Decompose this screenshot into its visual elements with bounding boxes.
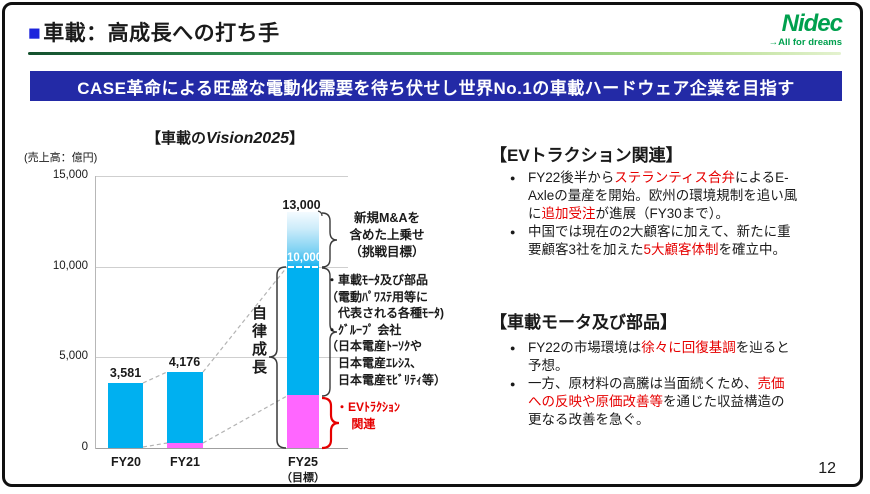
bar-segment <box>167 372 203 444</box>
bar-segment <box>287 266 319 396</box>
bullet-line: 予想。 <box>528 358 569 373</box>
annotation-line: （日本電産ﾄｰｿｸや <box>326 339 423 354</box>
bullet-line: 中国では現在の2大顧客に加えて、新たに重 <box>528 224 791 239</box>
bar-segment <box>108 383 143 448</box>
x-tick-fy25: FY25 <box>288 455 318 469</box>
bar-fy21 <box>167 372 203 448</box>
nidec-logo: Nidec →All for dreams <box>768 10 843 48</box>
bullet-icon: ● <box>510 227 516 237</box>
slide: ■車載：高成長への打ち手 Nidec →All for dreams CASE革… <box>2 2 863 487</box>
bar-segment <box>287 212 319 267</box>
y-tick-0: 0 <box>81 441 88 453</box>
annotation-line: （挑戦目標） <box>349 245 425 259</box>
x-tick-fy21: FY21 <box>170 455 200 469</box>
bullet-list-motor-parts: ● FY22の市場環境は徐々に回復基調を辿ると 予想。 ● 一方、原材料の高騰は当面続く… <box>510 339 850 429</box>
annotation-line: 日本電産ｴﾚｼｽ、 <box>326 355 423 370</box>
bullet-square-icon: ■ <box>28 22 42 45</box>
bullet-icon: ● <box>510 343 516 353</box>
bullet-list-ev-traction: ● FY22後半からステランティス合弁によるE- Axleの量産を開始。欧州の環境規… <box>510 169 850 259</box>
bullet-icon: ● <box>510 379 516 389</box>
bar-segment <box>287 395 319 448</box>
bullet-line: に追加受注が進展（FY30まで）。 <box>528 206 730 221</box>
logo-wordmark: Nidec <box>781 10 843 37</box>
annotation-line: ・車載ﾓｰﾀ及び部品 <box>326 273 429 287</box>
bullet-line: FY22の市場環境は徐々に回復基調を辿ると <box>528 340 790 355</box>
bullet-line: 更なる改善を急ぐ。 <box>528 412 650 427</box>
bullet-line: への反映や原価改善等を通じた収益構造の <box>528 394 785 409</box>
bar-fy25-10000-divider <box>288 266 318 268</box>
bar-segment <box>167 443 203 448</box>
annotation-line: ・ｸﾞﾙｰﾌﾟ 会社 <box>326 322 402 337</box>
chart-title-suffix: 】 <box>289 130 305 147</box>
x-tick-fy25-note: （目標） <box>281 472 325 484</box>
autonomous-growth-label: 自律成長 <box>250 305 267 377</box>
chart-title-prefix: 【車載の <box>145 130 206 147</box>
bar-fy25 <box>287 212 319 448</box>
y-axis-line <box>95 176 96 449</box>
y-axis-unit-label: (売上高：億円) <box>24 152 98 164</box>
gridline-15000 <box>95 176 348 177</box>
y-tick-15000: 15,000 <box>52 169 88 181</box>
bullet-line: 要顧客3社を加えた5大顧客体制を確立中。 <box>528 242 787 257</box>
bullet-item: ● 中国では現在の2大顧客に加えて、新たに重 要顧客3社を加えた5大顧客体制を確立中… <box>510 223 850 259</box>
bar-fy25-10000-label: 10,000 <box>287 252 323 264</box>
annotation-ev-traction: ・EVﾄﾗｸｼｮﾝ 関連 <box>336 399 400 433</box>
bullet-line: Axleの量産を開始。欧州の環境規制を追い風 <box>528 188 798 203</box>
page-number: 12 <box>818 460 836 477</box>
headline-banner: CASE革命による旺盛な電動化需要を待ち伏せし世界No.1の車載ハードウェア企業… <box>30 71 842 101</box>
annotation-line: 日本電産ﾓﾋﾞﾘﾃｨ等） <box>326 372 447 387</box>
chart-title-vision: Vision2025 <box>205 130 289 147</box>
bullet-item: ● 一方、原材料の高騰は当面続くため、売価 への反映や原価改善等を通じた収益構造の更… <box>510 375 850 429</box>
section-title-ev-traction: 【EVトラクション関連】 <box>490 146 683 165</box>
bullet-item: ● FY22の市場環境は徐々に回復基調を辿ると 予想。 <box>510 339 850 375</box>
x-axis-line <box>95 448 348 449</box>
bullet-icon: ● <box>510 173 516 183</box>
bullet-item: ● FY22後半からステランティス合弁によるE- Axleの量産を開始。欧州の環境規… <box>510 169 850 223</box>
page-title: ■車載：高成長への打ち手 <box>28 17 280 47</box>
chart-title: 【車載のVision2025】 <box>110 127 340 148</box>
headline-text: CASE革命による旺盛な電動化需要を待ち伏せし世界No.1の車載ハードウェア企業… <box>77 78 795 98</box>
annotation-line: 代表される各種ﾓｰﾀ) <box>326 306 444 321</box>
logo-tagline: →All for dreams <box>768 37 842 48</box>
bullet-line: 一方、原材料の高騰は当面続くため、売価 <box>528 376 785 391</box>
annotation-components: ・車載ﾓｰﾀ及び部品 （電動ﾊﾟﾜｽﾃ用等に 代表される各種ﾓｰﾀ) ・ｸﾞﾙｰﾌﾟ… <box>326 272 474 388</box>
annotation-line: 関連 <box>336 417 376 431</box>
x-tick-fy20: FY20 <box>111 455 141 469</box>
section-title-motor-parts: 【車載モータ及び部品】 <box>490 313 677 332</box>
bar-value-fy25: 13,000 <box>282 198 321 212</box>
annotation-line: ・EVﾄﾗｸｼｮﾝ <box>336 400 401 414</box>
header-divider <box>28 52 841 55</box>
annotation-line: （電動ﾊﾟﾜｽﾃ用等に <box>326 289 429 304</box>
bar-value-fy20: 3,581 <box>109 366 142 380</box>
bar-fy20 <box>108 383 143 448</box>
y-tick-5000: 5,000 <box>59 350 88 362</box>
annotation-mna: 新規M&Aを 含めた上乗せ （挑戦目標） <box>335 210 439 261</box>
bar-value-fy21: 4,176 <box>168 355 201 369</box>
page-title-text: 車載：高成長への打ち手 <box>43 22 280 45</box>
annotation-line: 含めた上乗せ <box>349 228 425 242</box>
annotation-line: 新規M&Aを <box>354 211 420 225</box>
bullet-line: FY22後半からステランティス合弁によるE- <box>528 170 789 185</box>
y-tick-10000: 10,000 <box>52 260 88 272</box>
